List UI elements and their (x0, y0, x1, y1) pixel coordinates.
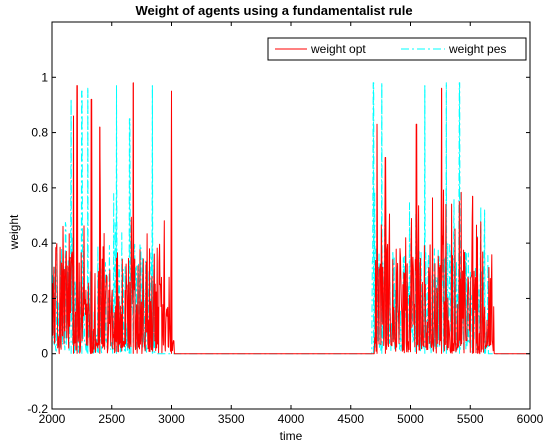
y-tick-label: 0.4 (31, 236, 48, 250)
x-tick-label: 2000 (39, 412, 66, 426)
x-tick-label: 3000 (158, 412, 185, 426)
y-tick-label: 0.2 (31, 291, 48, 305)
axes-box (51, 21, 531, 410)
y-tick-label: 0.6 (31, 181, 48, 195)
x-tick-label: 3500 (218, 412, 245, 426)
x-tick-label: 4000 (278, 412, 305, 426)
x-axis-label: time (279, 429, 303, 443)
series-line-weight-opt (51, 82, 530, 355)
legend: weight opt weight pes (267, 37, 527, 61)
legend-label-weight-pes: weight pes (448, 42, 506, 56)
x-tick-label: 2500 (98, 412, 125, 426)
legend-label-weight-opt: weight opt (310, 42, 366, 56)
x-tick-label: 4500 (337, 412, 364, 426)
series-line-weight-pes (51, 82, 530, 355)
y-tick-label: 0 (41, 347, 48, 361)
x-tick-label: 5500 (457, 412, 484, 426)
x-tick-label: 5000 (397, 412, 424, 426)
x-tick-label: 6000 (517, 412, 544, 426)
y-tick-label: -0.2 (27, 402, 48, 416)
legend-box (267, 37, 527, 61)
chart-title: Weight of agents using a fundamentalist … (135, 3, 413, 18)
y-tick-label: 0.8 (31, 126, 48, 140)
y-tick-label: 1 (41, 70, 48, 84)
